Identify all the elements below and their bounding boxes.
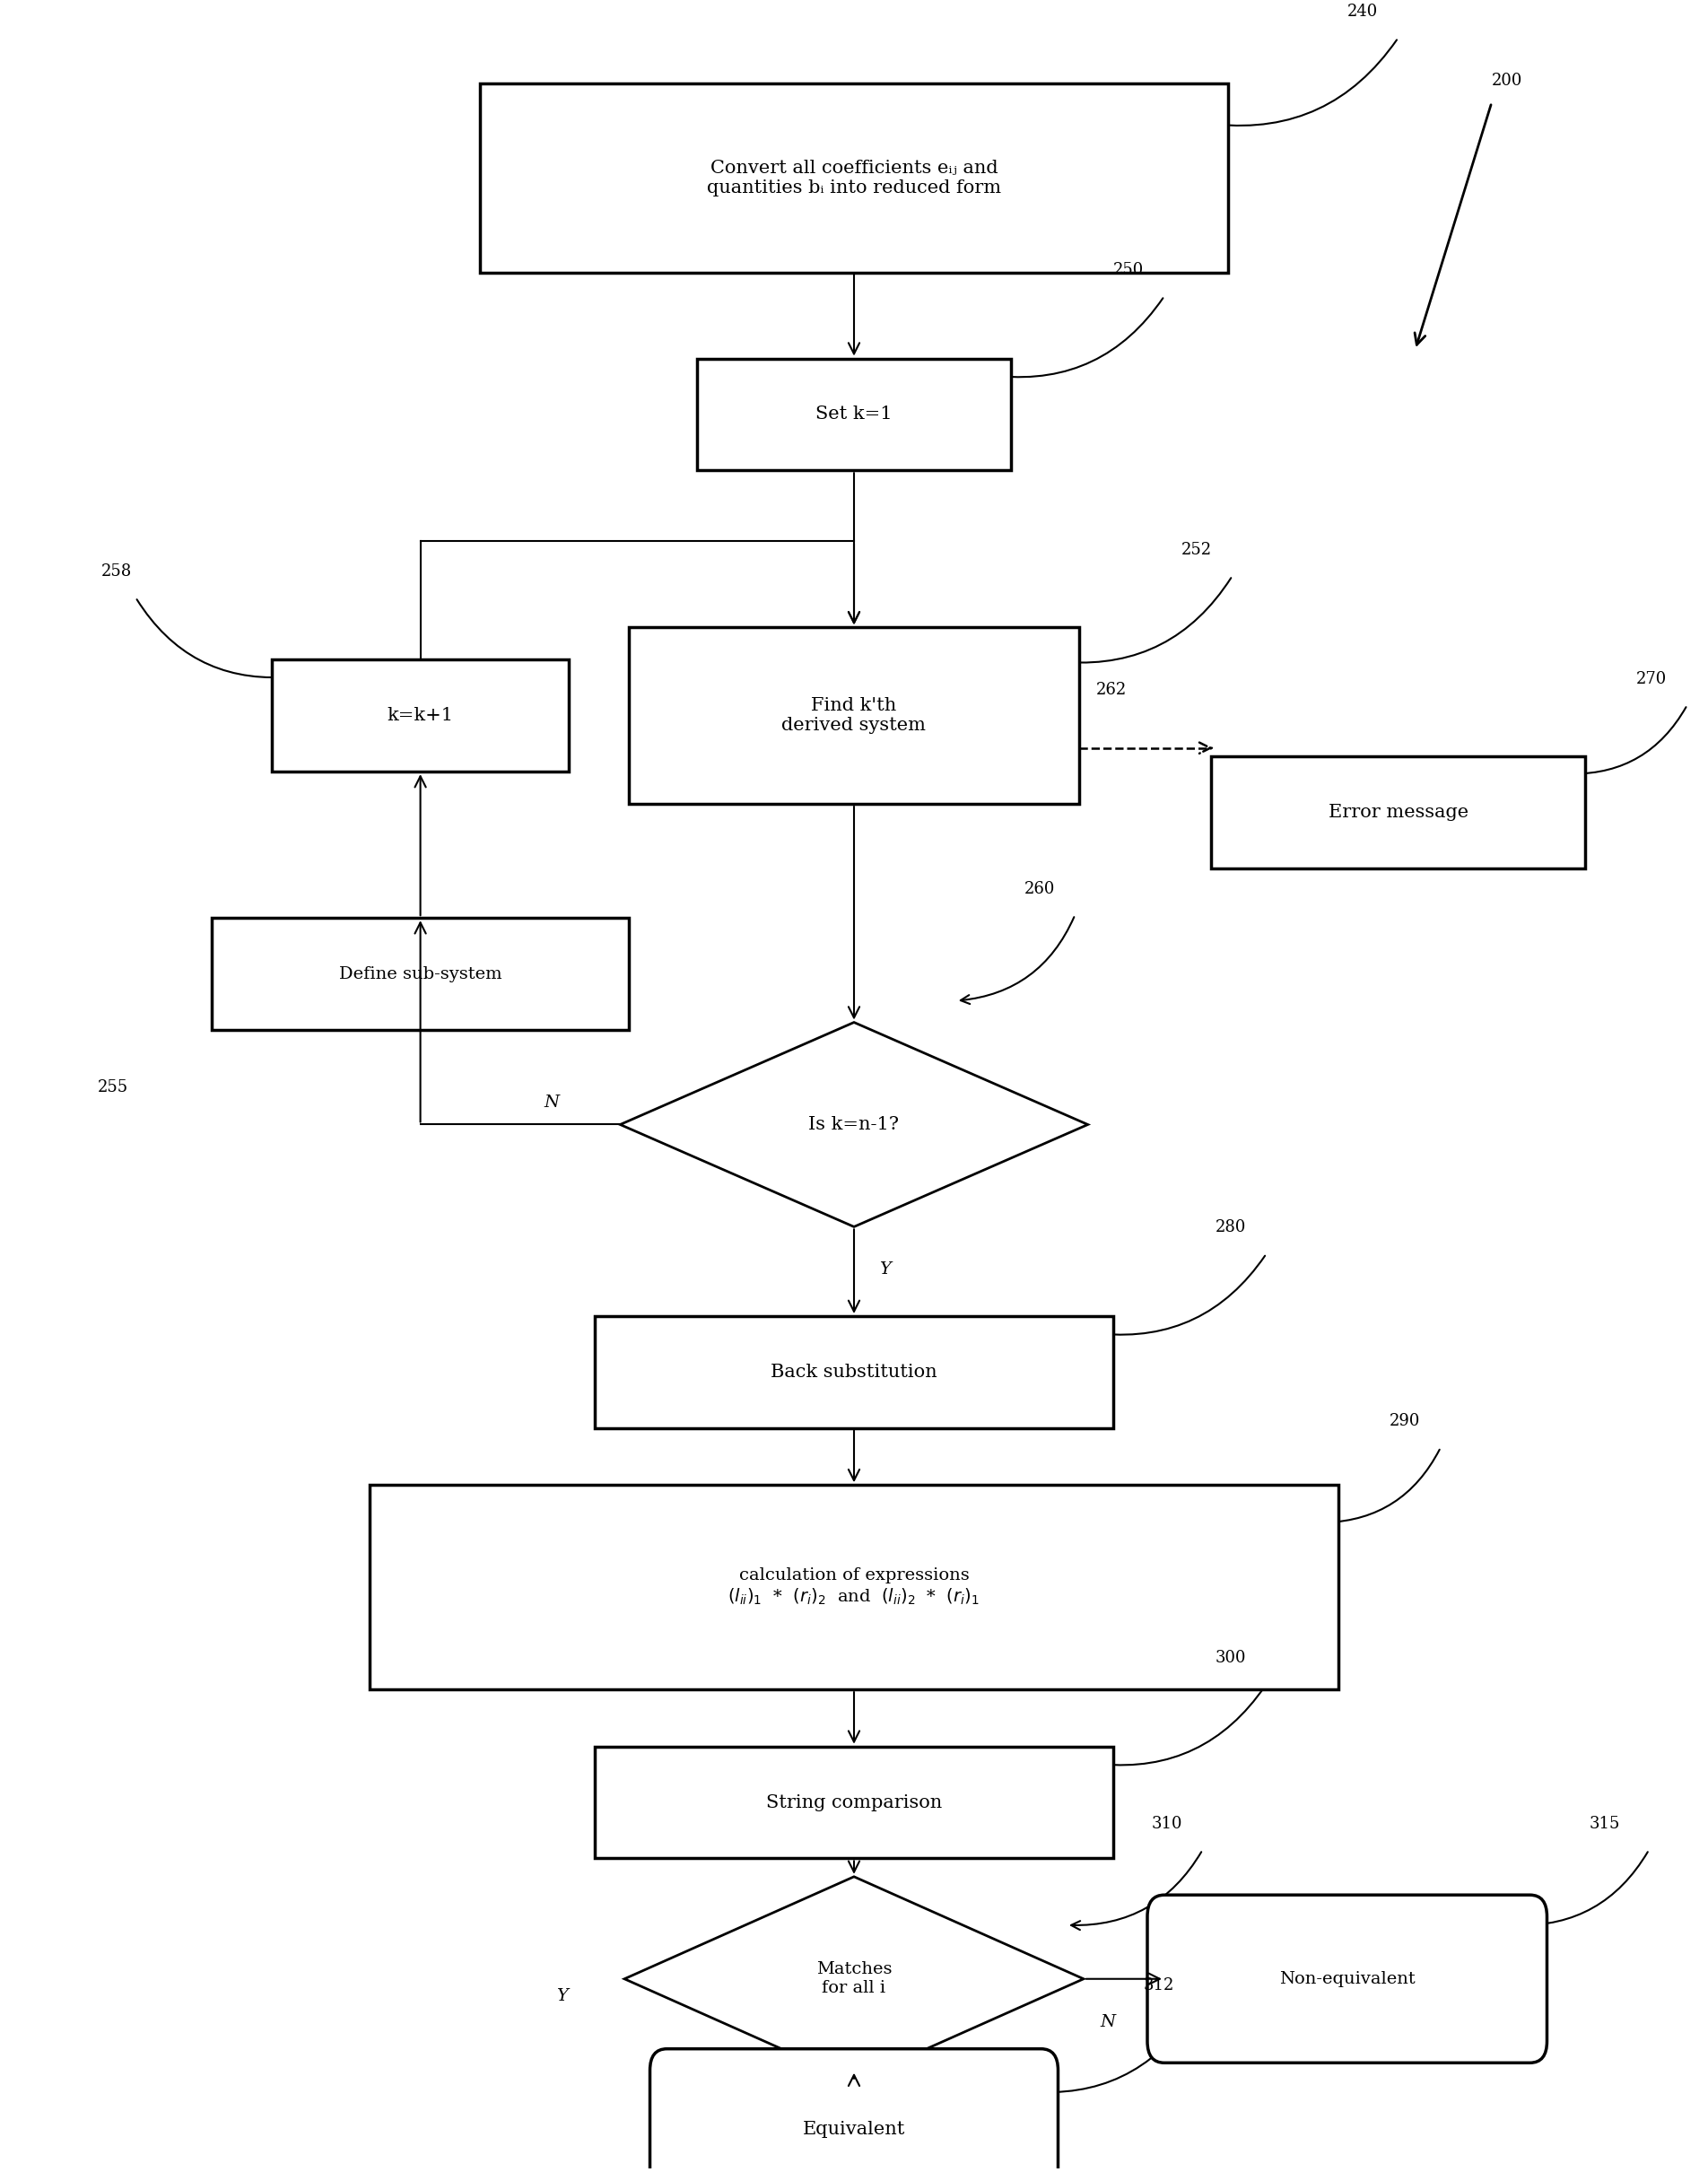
Text: calculation of expressions
$(l_{ii})_1$  *  $(r_i)_2$  and  $(l_{ii})_2$  *  $(r: calculation of expressions $(l_{ii})_1$ …	[728, 1568, 980, 1607]
Bar	[369, 1486, 1339, 1690]
Bar	[629, 628, 1079, 804]
Bar	[594, 1316, 1114, 1427]
Text: 315: 315	[1590, 1816, 1621, 1831]
Text: 260: 260	[1025, 880, 1056, 897]
Text: Find k'th
derived system: Find k'th derived system	[782, 697, 926, 734]
Polygon shape	[625, 1877, 1083, 2081]
Text: N: N	[1100, 2013, 1115, 2031]
Text: 280: 280	[1216, 1221, 1247, 1236]
Text: 255: 255	[97, 1079, 128, 1097]
Text: String comparison: String comparison	[765, 1794, 943, 1811]
Text: Y: Y	[880, 1262, 892, 1277]
Text: 270: 270	[1636, 671, 1667, 686]
Text: 250: 250	[1114, 263, 1144, 278]
Text: N: N	[543, 1095, 559, 1110]
Text: 310: 310	[1151, 1816, 1182, 1831]
Bar	[594, 1746, 1114, 1859]
Text: Y: Y	[557, 1987, 569, 2005]
Text: Set k=1: Set k=1	[816, 406, 892, 424]
Text: 240: 240	[1348, 4, 1378, 20]
Polygon shape	[620, 1023, 1088, 1227]
FancyBboxPatch shape	[651, 2048, 1057, 2172]
Text: 252: 252	[1182, 541, 1213, 558]
Text: 300: 300	[1216, 1651, 1247, 1666]
Text: Equivalent: Equivalent	[803, 2122, 905, 2137]
Text: Define sub-system: Define sub-system	[338, 967, 502, 982]
Text: Convert all coefficients eᵢⱼ and
quantities bᵢ into reduced form: Convert all coefficients eᵢⱼ and quantit…	[707, 159, 1001, 195]
Bar	[212, 919, 629, 1030]
Text: Is k=n-1?: Is k=n-1?	[808, 1116, 900, 1134]
Text: Back substitution: Back substitution	[770, 1364, 938, 1381]
Text: 262: 262	[1097, 682, 1127, 697]
Text: 258: 258	[101, 563, 132, 580]
Text: 312: 312	[1143, 1977, 1173, 1994]
FancyBboxPatch shape	[1148, 1894, 1547, 2063]
Bar	[480, 83, 1228, 272]
Bar	[697, 358, 1011, 471]
Bar	[1211, 756, 1585, 869]
Text: k=k+1: k=k+1	[388, 708, 454, 723]
Text: 200: 200	[1491, 72, 1522, 89]
Bar	[272, 660, 569, 771]
Text: Error message: Error message	[1329, 804, 1469, 821]
Text: Non-equivalent: Non-equivalent	[1279, 1970, 1416, 1987]
Text: Matches
for all i: Matches for all i	[816, 1961, 892, 1996]
Text: 290: 290	[1390, 1414, 1421, 1429]
